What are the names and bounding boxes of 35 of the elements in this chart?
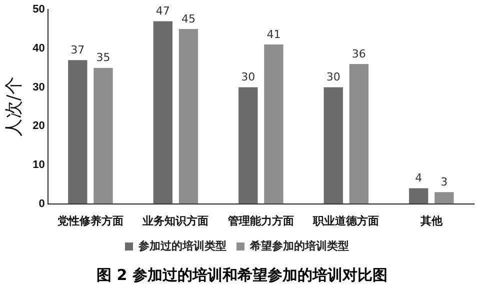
bar: [264, 44, 284, 204]
data-label: 47: [156, 4, 170, 18]
y-tick-label: 0: [38, 198, 45, 210]
bar: [238, 87, 258, 204]
y-tick-label: 10: [32, 158, 45, 171]
bar: [153, 21, 172, 204]
bar: [349, 64, 369, 204]
x-tick-label: 其他: [419, 214, 444, 228]
y-axis-title: 人次/个: [3, 76, 24, 137]
data-label: 45: [181, 12, 196, 26]
x-tick-label: 职业道德方面: [312, 214, 380, 228]
x-tick-label: 党性修养方面: [56, 214, 124, 228]
legend-label: 参加过的培训类型: [138, 239, 226, 252]
data-label: 30: [326, 70, 340, 84]
y-tick-label: 40: [32, 42, 45, 54]
y-tick-label: 30: [32, 81, 45, 94]
data-label: 41: [266, 28, 281, 41]
bar: [178, 29, 198, 204]
x-tick-label: 业务知识方面: [142, 214, 209, 228]
data-label: 35: [96, 51, 110, 64]
legend-label: 希望参加的培训类型: [249, 239, 349, 252]
data-label: 37: [70, 43, 85, 56]
data-label: 4: [415, 172, 422, 185]
bar: [434, 192, 454, 204]
text: 图 2 参加过的培训和希望参加的培训对比图: [96, 266, 388, 285]
y-tick-label: 20: [32, 120, 45, 132]
data-label: 3: [440, 176, 448, 189]
bar: [324, 87, 343, 204]
bar: [94, 68, 113, 204]
y-tick-label: 50: [32, 4, 45, 16]
x-tick-label: 管理能力方面: [226, 214, 294, 228]
data-label: 36: [352, 47, 366, 60]
data-label: 30: [241, 70, 256, 84]
bar: [409, 188, 428, 204]
bar: [68, 60, 88, 204]
